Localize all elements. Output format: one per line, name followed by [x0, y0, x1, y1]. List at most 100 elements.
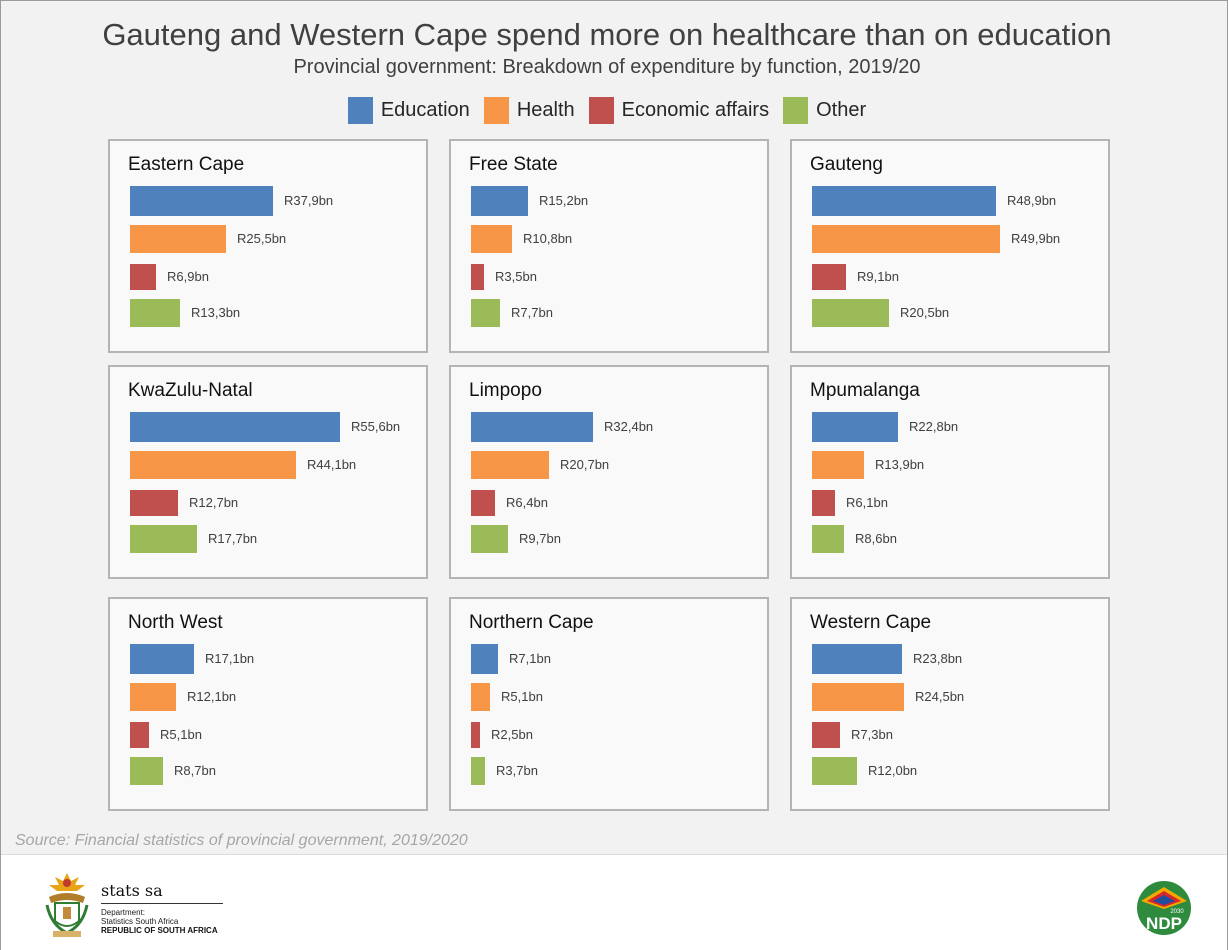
- bar-other: [130, 525, 197, 553]
- bar-economic-affairs: [130, 264, 156, 290]
- data-label-education: R15,2bn: [539, 193, 589, 208]
- data-label-economic-affairs: R12,7bn: [189, 495, 239, 510]
- legend-swatch-health: [483, 97, 509, 124]
- data-label-health: R12,1bn: [187, 689, 237, 704]
- bar-economic-affairs: [812, 722, 840, 748]
- bar-health: [471, 451, 549, 479]
- legend-swatch-economic-affairs: [588, 97, 614, 124]
- org-name: stats sa: [101, 881, 163, 900]
- data-label-other: R13,3bn: [191, 305, 241, 320]
- coat-of-arms-icon: [45, 873, 89, 937]
- country-name: REPUBLIC OF SOUTH AFRICA: [101, 926, 218, 935]
- bar-other: [471, 299, 500, 327]
- data-label-economic-affairs: R6,9bn: [167, 269, 209, 284]
- panel-title: North West: [128, 612, 223, 633]
- legend-swatch-other: [783, 97, 809, 124]
- stats-sa-text: stats sa Department: Statistics South Af…: [101, 881, 223, 936]
- bar-other: [812, 299, 889, 327]
- bar-education: [130, 412, 340, 442]
- bar-economic-affairs: [471, 722, 480, 748]
- data-label-education: R22,8bn: [909, 419, 959, 434]
- panel-title: Mpumalanga: [810, 380, 920, 401]
- bar-other: [812, 525, 844, 553]
- data-label-economic-affairs: R6,1bn: [846, 495, 888, 510]
- bar-other: [471, 757, 485, 785]
- bar-education: [812, 644, 902, 674]
- panel-kwazulu-natal: KwaZulu-Natal R55,6bn R44,1bn R12,7bn R17,7b…: [108, 365, 428, 579]
- panel-free-state: Free State R15,2bn R10,8bn R3,5bn R7,7bn: [449, 139, 769, 353]
- bar-health: [130, 225, 226, 253]
- bar-economic-affairs: [812, 490, 835, 516]
- bar-education: [812, 186, 996, 216]
- data-label-economic-affairs: R2,5bn: [491, 727, 533, 742]
- bar-other: [812, 757, 857, 785]
- data-label-health: R5,1bn: [501, 689, 543, 704]
- panel-title: Gauteng: [810, 154, 883, 175]
- legend-label-economic-affairs: Economic affairs: [621, 99, 770, 121]
- ndp-logo-text: NDP: [1146, 914, 1182, 933]
- legend-label-other: Other: [816, 99, 867, 121]
- bar-health: [130, 451, 296, 479]
- panel-title: Northern Cape: [469, 612, 594, 633]
- bar-health: [471, 225, 512, 253]
- bar-economic-affairs: [471, 264, 484, 290]
- bar-education: [812, 412, 898, 442]
- panel-mpumalanga: Mpumalanga R22,8bn R13,9bn R6,1bn R8,6bn: [790, 365, 1110, 579]
- data-label-education: R48,9bn: [1007, 193, 1057, 208]
- data-label-other: R9,7bn: [519, 531, 561, 546]
- data-label-other: R8,6bn: [855, 531, 897, 546]
- chart-subtitle: Provincial government: Breakdown of expe…: [293, 56, 921, 78]
- data-label-economic-affairs: R7,3bn: [851, 727, 893, 742]
- stats-sa-logo: stats sa Department: Statistics South Af…: [41, 869, 241, 941]
- source-note: Source: Financial statistics of provinci…: [15, 832, 468, 849]
- panel-title: Free State: [469, 154, 558, 175]
- ndp-2030-logo: 2030 NDP: [1137, 881, 1191, 935]
- bar-economic-affairs: [130, 490, 178, 516]
- data-label-education: R32,4bn: [604, 419, 654, 434]
- data-label-health: R13,9bn: [875, 457, 925, 472]
- legend-item-other: Other: [783, 97, 866, 124]
- bar-economic-affairs: [130, 722, 149, 748]
- data-label-health: R25,5bn: [237, 231, 287, 246]
- bar-education: [471, 644, 498, 674]
- data-label-economic-affairs: R3,5bn: [495, 269, 537, 284]
- data-label-education: R7,1bn: [509, 651, 551, 666]
- legend-item-education: Education: [347, 97, 470, 124]
- data-label-other: R17,7bn: [208, 531, 258, 546]
- bar-health: [812, 683, 904, 711]
- data-label-education: R17,1bn: [205, 651, 255, 666]
- panel-title: Western Cape: [810, 612, 932, 633]
- data-label-health: R10,8bn: [523, 231, 573, 246]
- data-label-economic-affairs: R6,4bn: [506, 495, 548, 510]
- bar-health: [812, 225, 1000, 253]
- data-label-education: R23,8bn: [913, 651, 963, 666]
- dept-line2: Statistics South Africa: [101, 917, 179, 926]
- bar-education: [130, 186, 273, 216]
- data-label-health: R49,9bn: [1011, 231, 1061, 246]
- panel-western-cape: Western Cape R23,8bn R24,5bn R7,3bn R12,0bn: [790, 597, 1110, 811]
- legend: Education Health Economic affairs Other: [1, 97, 1213, 124]
- bar-education: [471, 186, 528, 216]
- bar-economic-affairs: [471, 490, 495, 516]
- panel-limpopo: Limpopo R32,4bn R20,7bn R6,4bn R9,7bn: [449, 365, 769, 579]
- panel-title: KwaZulu-Natal: [128, 380, 253, 401]
- data-label-other: R3,7bn: [496, 763, 538, 778]
- panel-eastern-cape: Eastern Cape R37,9bn R25,5bn R6,9bn R13,3bn: [108, 139, 428, 353]
- data-label-health: R20,7bn: [560, 457, 610, 472]
- legend-swatch-education: [347, 97, 373, 124]
- panel-title: Limpopo: [469, 380, 542, 401]
- data-label-economic-affairs: R9,1bn: [857, 269, 899, 284]
- org-rule: [101, 903, 223, 904]
- ndp-year: 2030: [1170, 909, 1184, 915]
- panel-north-west: North West R17,1bn R12,1bn R5,1bn R8,7bn: [108, 597, 428, 811]
- chart-title: Gauteng and Western Cape spend more on h…: [102, 17, 1112, 52]
- legend-label-health: Health: [516, 99, 575, 121]
- data-label-health: R44,1bn: [307, 457, 357, 472]
- panel-gauteng: Gauteng R48,9bn R49,9bn R9,1bn R20,5bn: [790, 139, 1110, 353]
- bar-education: [130, 644, 194, 674]
- data-label-other: R7,7bn: [511, 305, 553, 320]
- bar-health: [130, 683, 176, 711]
- bar-economic-affairs: [812, 264, 846, 290]
- bar-health: [812, 451, 864, 479]
